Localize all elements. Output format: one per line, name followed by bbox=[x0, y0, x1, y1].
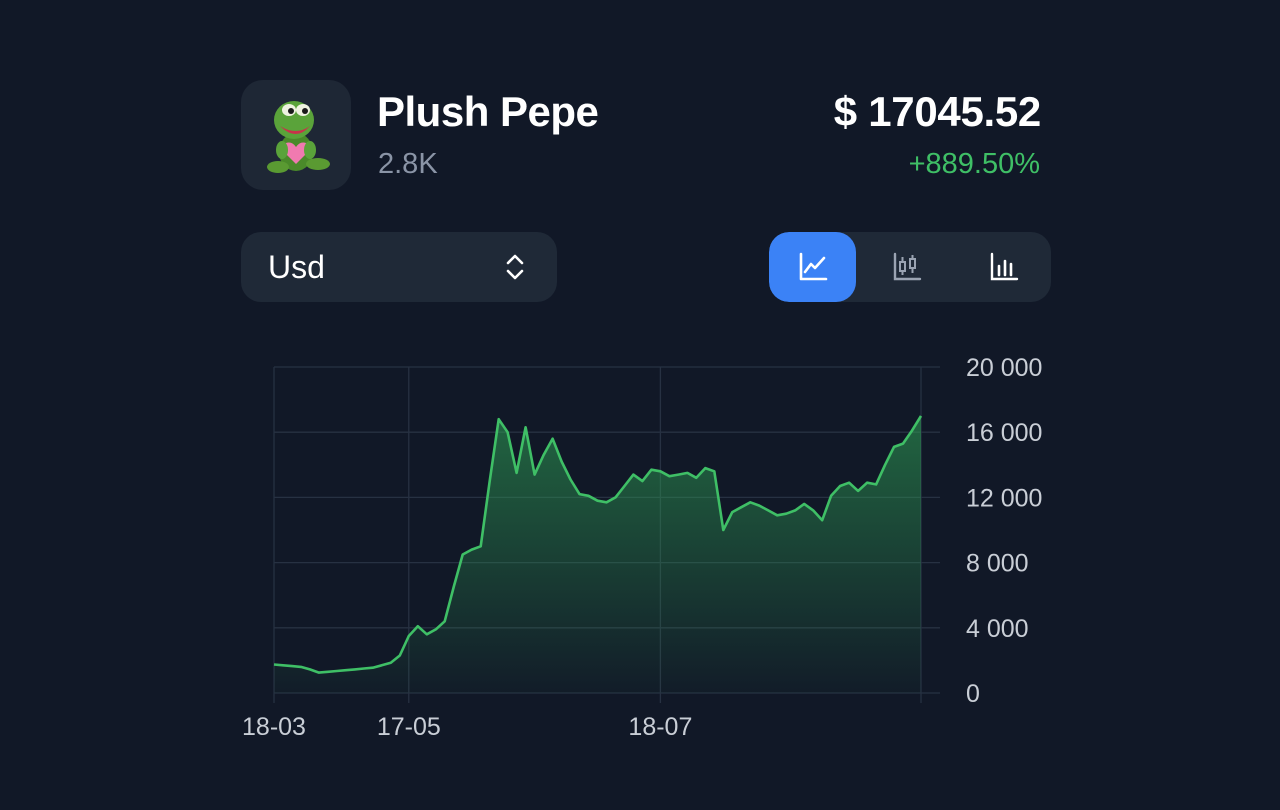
y-tick-label: 20 000 bbox=[966, 354, 1042, 382]
asset-price: $ 17045.52 bbox=[833, 88, 1042, 135]
price-change: +889.50% bbox=[908, 148, 1040, 180]
candlestick-chart-button[interactable] bbox=[856, 232, 957, 302]
bar-chart-button[interactable] bbox=[958, 232, 1051, 302]
price-line bbox=[273, 415, 923, 674]
currency-select-value: Usd bbox=[268, 248, 325, 285]
price-area-fill bbox=[274, 415, 921, 693]
bar-chart-icon bbox=[991, 252, 1019, 281]
asset-count: 2.8K bbox=[378, 148, 438, 180]
chevron-up-down-icon bbox=[506, 254, 524, 280]
asset-name: Plush Pepe bbox=[377, 88, 599, 135]
x-tick-label: 18-03 bbox=[242, 713, 306, 741]
line-chart-icon bbox=[799, 252, 827, 281]
y-tick-label: 12 000 bbox=[966, 484, 1042, 512]
asset-avatar bbox=[241, 80, 351, 190]
currency-select[interactable]: Usd bbox=[241, 232, 557, 302]
chart-type-toggle bbox=[769, 232, 1051, 302]
y-tick-label: 0 bbox=[966, 680, 980, 708]
y-tick-label: 8 000 bbox=[966, 550, 1029, 578]
plush-pepe-icon bbox=[267, 101, 330, 173]
candlestick-chart-icon bbox=[893, 252, 922, 281]
line-chart-button[interactable] bbox=[769, 232, 857, 302]
x-tick-label: 17-05 bbox=[377, 713, 441, 741]
x-tick-label: 18-07 bbox=[628, 713, 692, 741]
y-tick-label: 16 000 bbox=[966, 419, 1042, 447]
y-tick-label: 4 000 bbox=[966, 615, 1029, 643]
